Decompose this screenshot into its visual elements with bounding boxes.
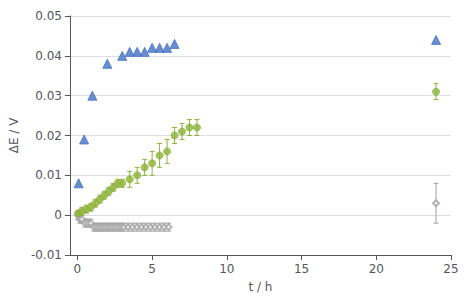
svg-text:15: 15: [294, 262, 309, 276]
svg-text:25: 25: [443, 262, 458, 276]
svg-text:0.03: 0.03: [35, 89, 62, 103]
svg-text:0: 0: [54, 208, 62, 222]
svg-text:0.05: 0.05: [35, 9, 62, 23]
svg-text:5: 5: [148, 262, 156, 276]
svg-text:0: 0: [74, 262, 82, 276]
svg-text:20: 20: [369, 262, 384, 276]
svg-text:-0.01: -0.01: [31, 248, 62, 262]
svg-text:ΔE / V: ΔE / V: [7, 117, 21, 153]
svg-text:0.02: 0.02: [35, 129, 62, 143]
svg-text:t / h: t / h: [248, 280, 272, 294]
svg-text:10: 10: [219, 262, 234, 276]
svg-text:0.04: 0.04: [35, 49, 62, 63]
svg-text:0.01: 0.01: [35, 168, 62, 182]
